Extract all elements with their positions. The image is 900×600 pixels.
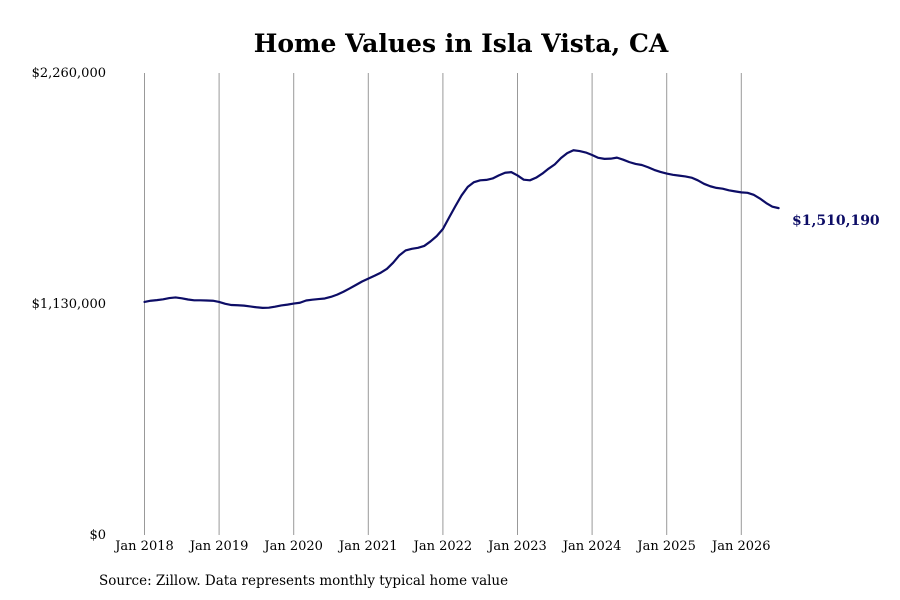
chart-title: Home Values in Isla Vista, CA [254, 29, 669, 58]
x-tick-label: Jan 2021 [337, 539, 398, 554]
x-tick-label: Jan 2026 [710, 539, 771, 554]
x-tick-label: Jan 2018 [113, 539, 174, 554]
end-value-label: $1,510,190 [792, 213, 880, 229]
x-tick-label: Jan 2019 [188, 539, 249, 554]
y-tick-label: $2,260,000 [32, 66, 106, 81]
y-tick-label: $0 [89, 528, 106, 543]
series-layer [143, 149, 780, 309]
y-axis-tick-labels: $0 $1,130,000 $2,260,000 [32, 66, 106, 543]
x-axis-tick-labels: Jan 2018 Jan 2019 Jan 2020 Jan 2021 Jan 2022… [113, 539, 770, 554]
y-tick-label: $1,130,000 [32, 297, 106, 312]
x-tick-label: Jan 2022 [412, 539, 473, 554]
x-tick-label: Jan 2024 [561, 539, 622, 554]
grid-lines [144, 73, 742, 535]
x-tick-label: Jan 2020 [262, 539, 323, 554]
x-tick-label: Jan 2025 [635, 539, 696, 554]
x-tick-label: Jan 2023 [486, 539, 547, 554]
source-note: Source: Zillow. Data represents monthly … [99, 573, 509, 589]
series-line [143, 149, 780, 309]
